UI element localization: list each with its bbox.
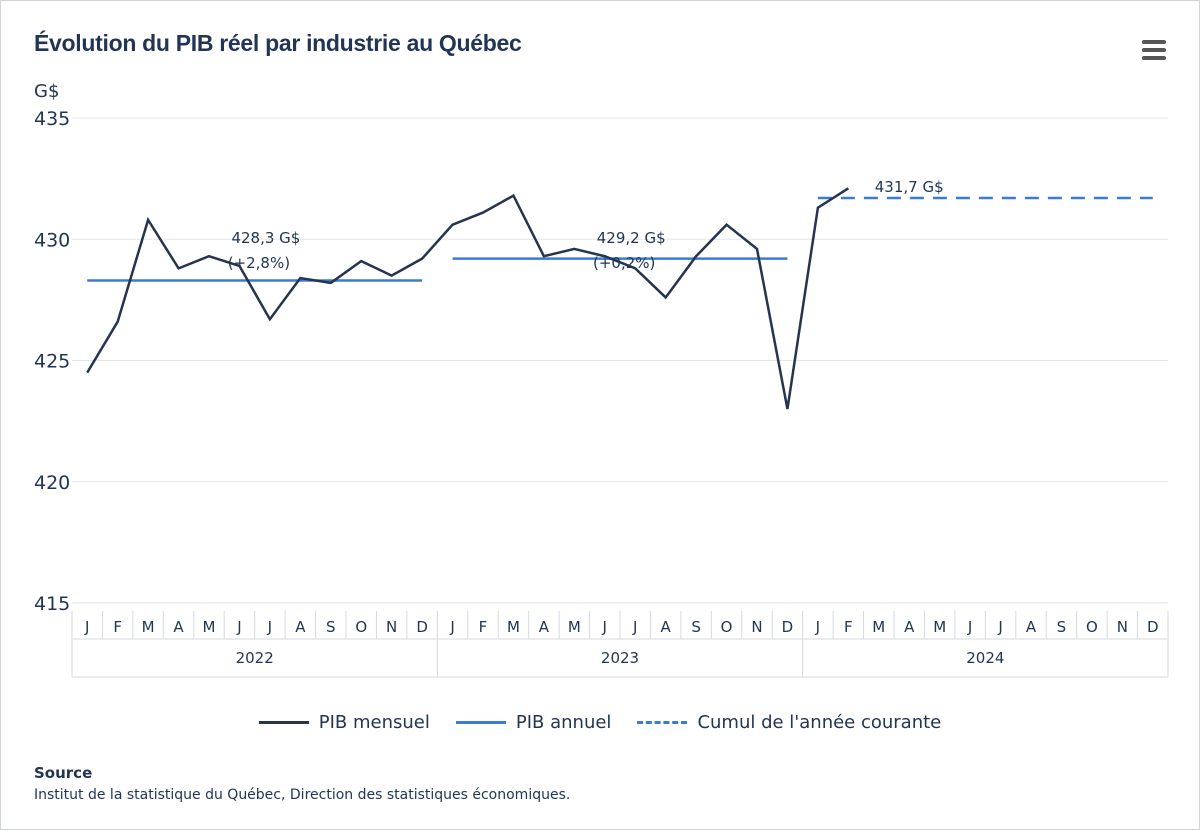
x-tick-month: M: [142, 618, 155, 636]
x-tick-month: F: [113, 618, 122, 636]
y-tick-label: 420: [34, 472, 70, 494]
x-tick-month: S: [691, 618, 701, 636]
chart-title: Évolution du PIB réel par industrie au Q…: [34, 30, 522, 56]
x-tick-month: O: [721, 618, 733, 636]
x-tick-month: F: [479, 618, 488, 636]
y-axis-label: G$: [34, 81, 59, 102]
x-tick-month: S: [326, 618, 336, 636]
x-tick-month: J: [267, 618, 272, 636]
x-tick-month: N: [386, 618, 397, 636]
x-tick-year: 2022: [236, 649, 274, 667]
x-tick-month: N: [751, 618, 762, 636]
x-tick-month: J: [997, 618, 1002, 636]
data-label: 428,3 G$: [231, 229, 300, 247]
x-tick-month: M: [507, 618, 520, 636]
x-tick-month: M: [933, 618, 946, 636]
monthly-line: [86, 187, 850, 410]
x-tick-month: A: [539, 618, 550, 636]
x-tick-month: J: [815, 618, 820, 636]
y-tick-label: 435: [34, 108, 70, 130]
x-tick-month: J: [449, 618, 454, 636]
x-tick-month: J: [236, 618, 241, 636]
x-tick-month: M: [568, 618, 581, 636]
x-tick-month: J: [602, 618, 607, 636]
y-tick-label: 415: [34, 593, 70, 615]
source-text: Institut de la statistique du Québec, Di…: [34, 787, 571, 803]
legend-label: PIB annuel: [515, 712, 612, 733]
data-label: (+2,8%): [228, 254, 290, 272]
legend-item-monthly[interactable]: PIB mensuel: [258, 712, 430, 733]
x-tick-year: 2024: [966, 649, 1004, 667]
x-tick-month: O: [1086, 618, 1098, 636]
x-tick-month: S: [1057, 618, 1067, 636]
x-tick-month: D: [416, 618, 428, 636]
x-tick-month: A: [295, 618, 306, 636]
data-label: 431,7 G$: [875, 178, 944, 196]
x-tick-month: D: [782, 618, 794, 636]
x-tick-month: A: [661, 618, 672, 636]
y-tick-label: 425: [34, 351, 70, 373]
x-tick-month: A: [904, 618, 915, 636]
legend-item-annual[interactable]: PIB annuel: [455, 712, 612, 733]
x-tick-month: J: [84, 618, 89, 636]
x-tick-month: D: [1147, 618, 1159, 636]
legend-label: Cumul de l'année courante: [697, 712, 942, 733]
x-tick-month: A: [1026, 618, 1037, 636]
x-tick-month: J: [967, 618, 972, 636]
x-tick-month: J: [632, 618, 637, 636]
x-tick-year: 2023: [601, 649, 639, 667]
x-tick-month: A: [173, 618, 184, 636]
legend-label: PIB mensuel: [318, 712, 430, 733]
legend-item-ytd[interactable]: Cumul de l'année courante: [637, 712, 941, 733]
x-tick-month: N: [1117, 618, 1128, 636]
y-tick-label: 430: [34, 229, 70, 251]
x-tick-month: F: [844, 618, 853, 636]
legend: PIB mensuel PIB annuel Cumul de l'année …: [0, 712, 1200, 733]
x-tick-month: M: [872, 618, 885, 636]
hamburger-menu-icon[interactable]: [1142, 40, 1166, 60]
x-tick-month: O: [355, 618, 367, 636]
data-label: 429,2 G$: [597, 229, 666, 247]
source-heading: Source: [34, 764, 93, 782]
x-tick-month: M: [203, 618, 216, 636]
